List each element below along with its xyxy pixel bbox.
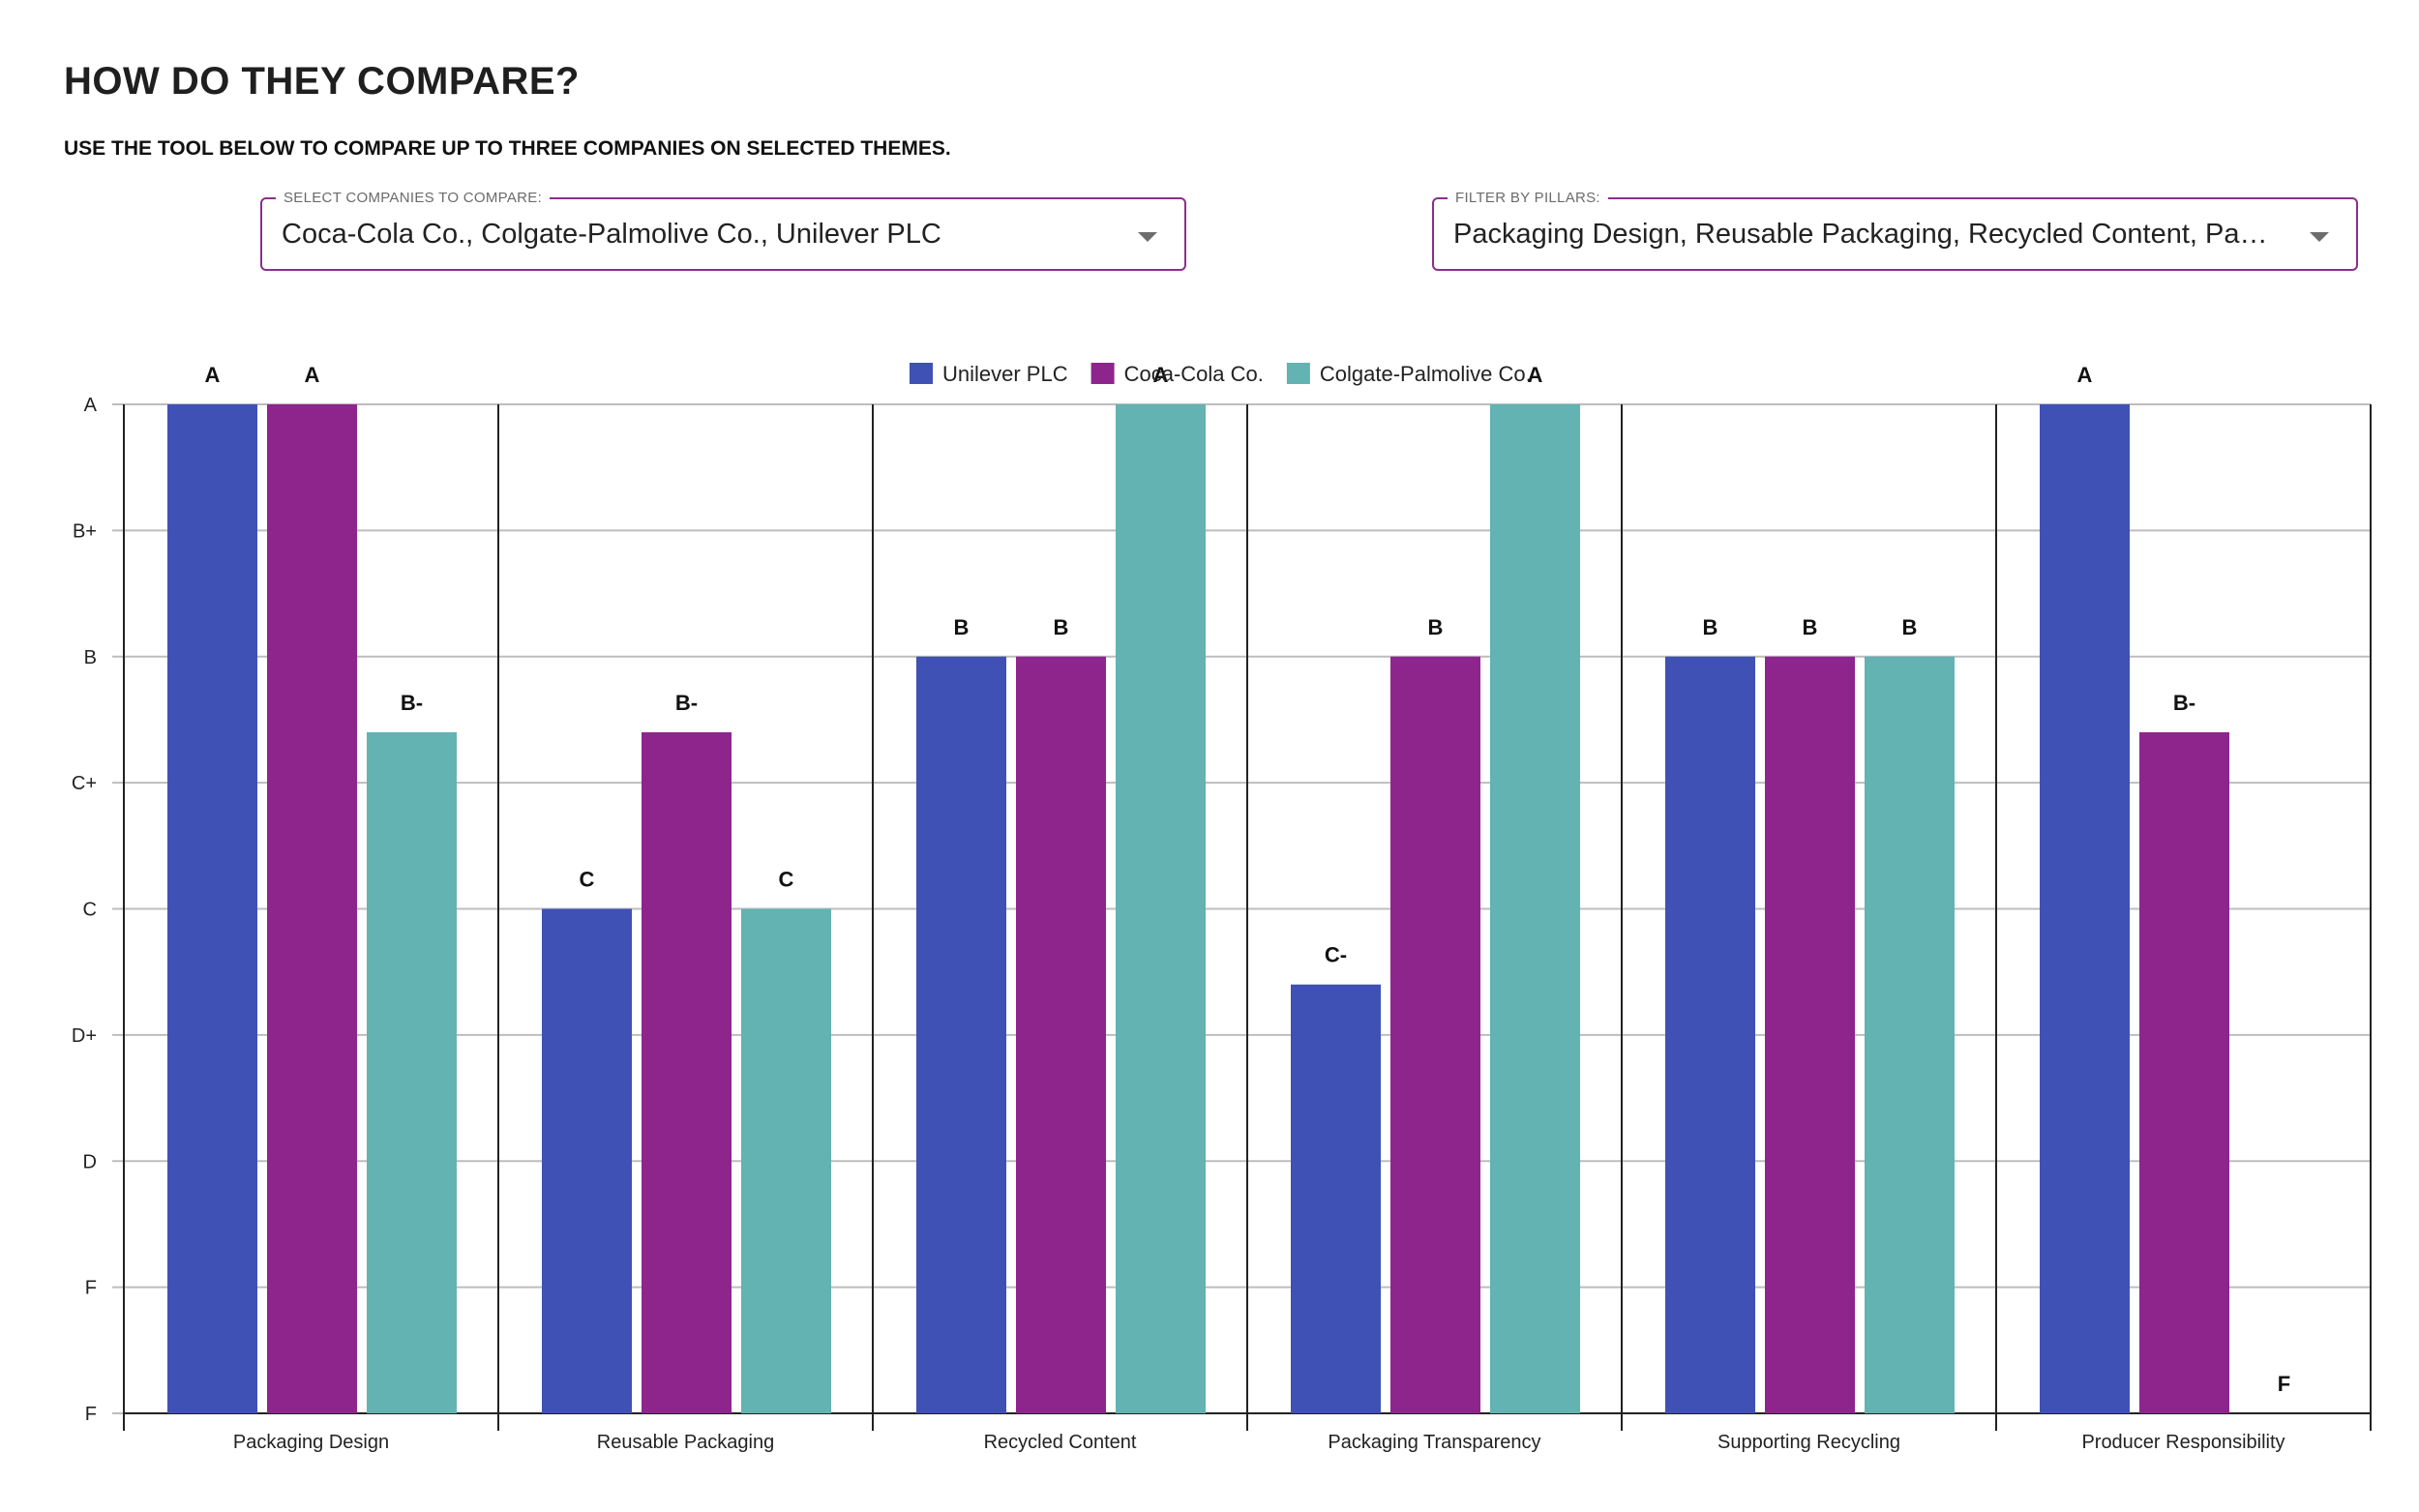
bar xyxy=(741,908,831,1413)
bar-value-label: A xyxy=(205,363,221,387)
bar xyxy=(1016,656,1106,1413)
pillar-filter-select[interactable]: FILTER BY PILLARS: Packaging Design, Reu… xyxy=(1432,190,2358,271)
bar-value-label: B- xyxy=(675,691,698,715)
y-tick-label: D+ xyxy=(72,1025,97,1047)
y-tick-label: D xyxy=(83,1151,97,1172)
legend-swatch xyxy=(910,363,933,384)
y-tick-label: A xyxy=(84,395,98,416)
chevron-down-icon xyxy=(1138,232,1157,242)
bar-value-label: B xyxy=(954,615,970,639)
y-tick-label: C xyxy=(83,900,97,921)
bar xyxy=(642,731,732,1413)
bar-value-label: B xyxy=(1803,615,1818,639)
bar-value-label: C xyxy=(580,868,595,892)
bar xyxy=(2139,731,2229,1413)
bar xyxy=(1291,984,1381,1413)
bar-value-label: B- xyxy=(401,691,423,715)
x-tick-label: Packaging Design xyxy=(233,1432,389,1453)
legend-swatch xyxy=(1090,363,1115,384)
bar-value-label: C- xyxy=(1325,943,1347,967)
bar xyxy=(1765,656,1855,1413)
legend-label: Coca-Cola Co. xyxy=(1124,362,1264,386)
bar-value-label: C xyxy=(779,868,794,892)
bar xyxy=(1390,656,1480,1413)
x-tick-label: Reusable Packaging xyxy=(597,1432,774,1453)
bar-value-label: B- xyxy=(2173,691,2195,715)
legend-label: Unilever PLC xyxy=(942,362,1068,386)
y-tick-label: B xyxy=(84,647,97,668)
bar xyxy=(1116,404,1206,1413)
bar-value-label: F xyxy=(2278,1372,2290,1396)
bar xyxy=(167,404,257,1413)
bar-value-label: B xyxy=(1902,615,1918,639)
bar xyxy=(2040,404,2130,1413)
page-title: HOW DO THEY COMPARE? xyxy=(64,60,580,103)
chevron-down-icon xyxy=(2310,232,2329,242)
legend-label: Colgate-Palmolive Co. xyxy=(1320,362,1532,386)
company-select[interactable]: SELECT COMPANIES TO COMPARE: Coca-Cola C… xyxy=(260,190,1186,271)
bar-value-label: A xyxy=(305,363,320,387)
bar xyxy=(542,908,632,1413)
bar xyxy=(267,404,357,1413)
bar xyxy=(1490,404,1580,1413)
page-subtitle: USE THE TOOL BELOW TO COMPARE UP TO THRE… xyxy=(64,137,951,160)
x-tick-label: Packaging Transparency xyxy=(1328,1432,1540,1453)
bar xyxy=(916,656,1006,1413)
y-tick-label: F xyxy=(85,1404,97,1425)
bar xyxy=(1665,656,1755,1413)
company-select-label: SELECT COMPANIES TO COMPARE: xyxy=(276,190,551,206)
bar-value-label: B xyxy=(1428,615,1444,639)
bar-value-label: B xyxy=(1703,615,1718,639)
bar xyxy=(1865,656,1955,1413)
bar-value-label: A xyxy=(2077,363,2093,387)
y-tick-label: B+ xyxy=(73,520,97,542)
bar-value-label: B xyxy=(1054,615,1069,639)
x-tick-label: Producer Responsibility xyxy=(2081,1432,2285,1453)
y-tick-label: F xyxy=(85,1278,97,1299)
bar-value-label: A xyxy=(1153,363,1169,387)
pillar-filter-label: FILTER BY PILLARS: xyxy=(1448,190,1608,206)
bar xyxy=(367,731,457,1413)
legend-swatch xyxy=(1286,363,1310,384)
y-tick-label: C+ xyxy=(72,773,97,794)
bar-value-label: A xyxy=(1528,363,1543,387)
x-tick-label: Recycled Content xyxy=(984,1432,1137,1453)
x-tick-label: Supporting Recycling xyxy=(1717,1432,1900,1453)
